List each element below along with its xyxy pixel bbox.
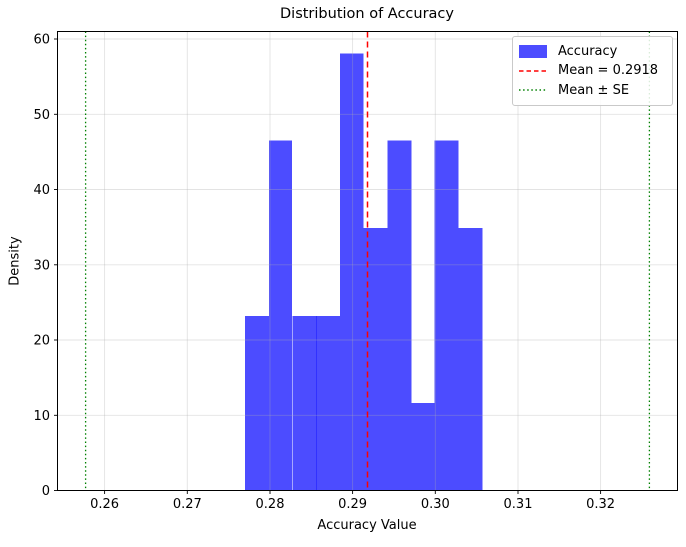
legend-accuracy-label: Accuracy (558, 44, 618, 60)
y-tick-label: 0 (42, 484, 50, 499)
legend-mean-dashed-line-icon (519, 64, 547, 78)
histogram-bars (245, 53, 483, 491)
legend-item-accuracy: Accuracy (519, 42, 665, 61)
histogram-bar (411, 403, 435, 491)
x-tick-label: 0.32 (586, 497, 615, 512)
y-tick-label: 30 (33, 258, 50, 273)
legend-se-dotted-line-icon (519, 83, 547, 97)
histogram-bar (316, 315, 341, 491)
x-tick-label: 0.27 (173, 497, 202, 512)
legend-se-label: Mean ± SE (558, 82, 630, 98)
x-tick-label: 0.30 (421, 497, 450, 512)
y-tick-label: 60 (33, 33, 50, 48)
legend-accuracy-patch-icon (519, 45, 547, 59)
legend-item-mean: Mean = 0.2918 (519, 61, 665, 80)
reference-lines (84, 31, 651, 491)
axis-tick-labels: 0.26 0.27 0.28 0.29 0.30 0.31 0.32 0 10 20 30 40 50 6… (33, 33, 615, 513)
x-tick-label: 0.31 (504, 497, 533, 512)
axes-spines (57, 31, 678, 491)
y-axis-label: Density (7, 236, 23, 286)
x-tick-label: 0.29 (338, 497, 367, 512)
histogram-bar (458, 227, 483, 491)
chart-title: Distribution of Accuracy (280, 6, 454, 22)
y-tick-label: 50 (33, 108, 50, 123)
histogram-bar (292, 315, 317, 491)
axis-ticks (54, 38, 602, 494)
legend-box: Accuracy Mean = 0.2918 Mean ± SE (512, 36, 673, 106)
legend-item-se: Mean ± SE (519, 81, 665, 100)
y-tick-label: 40 (33, 183, 50, 198)
x-axis-label: Accuracy Value (317, 518, 417, 533)
y-tick-label: 10 (33, 409, 50, 424)
histogram-bar (245, 315, 270, 491)
x-tick-label: 0.28 (256, 497, 285, 512)
histogram-bar (340, 53, 364, 491)
histogram-bar (434, 140, 459, 491)
histogram-bar (387, 140, 412, 491)
legend-mean-label: Mean = 0.2918 (558, 63, 659, 79)
y-tick-label: 20 (33, 334, 50, 349)
histogram-bar (269, 140, 293, 491)
x-tick-label: 0.26 (90, 497, 119, 512)
